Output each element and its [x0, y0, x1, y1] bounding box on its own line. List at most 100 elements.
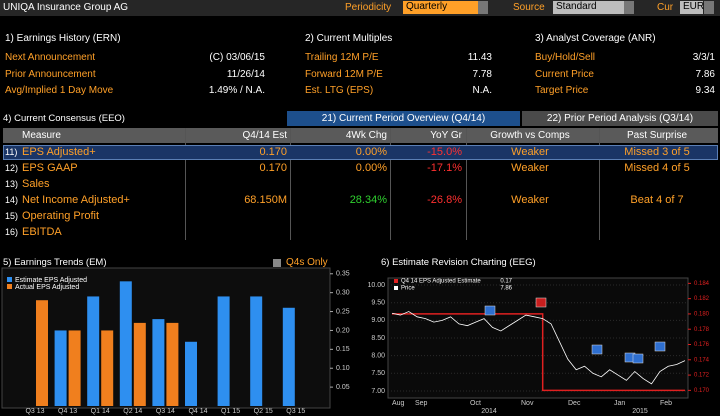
row-number: 14): [5, 195, 19, 205]
row-number: 16): [5, 227, 19, 237]
cell: -15.0%: [427, 146, 462, 158]
cell: EPS GAAP: [22, 162, 78, 174]
event-icon: [632, 353, 644, 364]
row-label: Avg/Implied 1 Day Move: [5, 85, 114, 96]
section-title: 4) Current Consensus (EEO): [3, 113, 125, 124]
y-tick-label: 10.00: [367, 282, 385, 289]
panel-title: 3) Analyst Coverage (ANR): [535, 33, 656, 44]
cell: EBITDA: [22, 226, 62, 238]
column-separator: [599, 128, 600, 240]
bar: [250, 296, 263, 406]
bar: [185, 341, 197, 406]
x-tick-label: Nov: [521, 400, 534, 407]
event-icon: [591, 344, 603, 355]
column-header: 4Wk Chg: [345, 130, 387, 141]
bar: [36, 300, 48, 406]
event-icon: [535, 297, 547, 308]
row-value: 9.34: [695, 85, 715, 96]
bar: [166, 322, 179, 406]
row-number: 13): [5, 179, 19, 189]
y2-tick-label: 0.180: [694, 312, 710, 318]
row-value: 3/3/1: [692, 52, 715, 63]
cell: Missed 4 of 5: [624, 162, 690, 174]
cell: 0.00%: [355, 162, 387, 174]
cell: Missed 3 of 5: [624, 146, 690, 158]
cell: -26.8%: [427, 194, 462, 206]
legend-label: Actual EPS Adjusted: [15, 284, 79, 291]
x-tick-label: Q3 15: [286, 408, 305, 415]
row-number: 15): [5, 211, 19, 221]
row-value: (C) 03/06/15: [209, 52, 265, 63]
y-tick-label: 0.20: [336, 327, 350, 334]
y2-tick-label: 0.172: [694, 373, 710, 379]
column-header: Measure: [22, 130, 61, 141]
x-tick-label: Q2 15: [254, 408, 273, 415]
row-number: 12): [5, 163, 19, 173]
column-header: YoY Gr: [430, 130, 462, 141]
cell: Weaker: [511, 146, 549, 158]
y-tick-label: 0.10: [336, 365, 350, 372]
y-tick-label: 0.30: [336, 290, 350, 297]
label: Periodicity: [345, 2, 392, 13]
row-label: Buy/Hold/Sell: [535, 52, 596, 63]
cell: 68.150M: [244, 194, 287, 206]
bar: [119, 281, 132, 406]
bar: [133, 322, 146, 406]
x-tick-label: Q1 15: [221, 408, 240, 415]
dropdown-arrow[interactable]: [704, 1, 714, 14]
row-value: N.A.: [472, 85, 492, 96]
x-tick-label: Q4 14: [188, 408, 207, 415]
row-value: 7.86: [695, 68, 715, 80]
tab-active[interactable]: 21) Current Period Overview (Q4/14): [287, 111, 520, 126]
legend-label: Estimate EPS Adjusted: [15, 277, 87, 284]
event-icon: [654, 341, 666, 352]
x-tick-label: Q4 13: [58, 408, 77, 415]
bar: [87, 296, 100, 406]
x-tick-label: Dec: [568, 400, 581, 407]
row-label: Forward 12M P/E: [305, 68, 383, 80]
row-value: 7.78: [472, 68, 492, 80]
row-label: Trailing 12M P/E: [305, 52, 379, 63]
y2-tick-label: 0.176: [694, 342, 710, 348]
cell: 0.170: [259, 146, 287, 158]
chart-title: 6) Estimate Revision Charting (EEG): [381, 257, 536, 268]
cell: -17.1%: [427, 162, 462, 174]
legend-label: Q4 14 EPS Adjusted Estimate: [401, 279, 481, 285]
dropdown-arrow[interactable]: [478, 1, 488, 14]
y-tick-label: 0.15: [336, 346, 350, 353]
currency-dropdown[interactable]: EUR: [680, 1, 704, 14]
legend-swatch: [394, 286, 398, 290]
cell: EPS Adjusted+: [22, 146, 96, 158]
cell: 0.00%: [355, 146, 387, 158]
column-header: Growth vs Comps: [490, 130, 570, 141]
y2-tick-label: 0.178: [694, 327, 710, 333]
bar: [217, 296, 230, 406]
column-separator: [390, 128, 391, 240]
y-tick-label: 9.50: [371, 300, 385, 307]
dropdown-arrow[interactable]: [624, 1, 634, 14]
legend-label: Price: [401, 286, 415, 292]
security-title: UNIQA Insurance Group AG: [3, 2, 129, 13]
y-tick-label: 7.50: [371, 370, 385, 377]
legend-value: 7.86: [500, 286, 512, 292]
x-tick-label: Oct: [470, 400, 481, 407]
x-tick-label: Q3 14: [156, 408, 175, 415]
tab[interactable]: 22) Prior Period Analysis (Q3/14): [522, 111, 718, 126]
label: Source: [513, 2, 545, 13]
x-tick-label: Feb: [660, 400, 672, 407]
row-label: Est. LTG (EPS): [305, 85, 374, 96]
row-label: Current Price: [535, 68, 594, 80]
source-dropdown[interactable]: Standard: [553, 1, 624, 14]
cell: 28.34%: [349, 194, 387, 206]
label: Cur: [657, 2, 674, 13]
toggle-label: Q4s Only: [286, 257, 328, 268]
x-tick-label: Q2 14: [123, 408, 142, 415]
y-tick-label: 8.50: [371, 335, 385, 342]
line-series: [392, 313, 685, 392]
panel-title: 1) Earnings History (ERN): [5, 33, 121, 44]
periodicity-dropdown[interactable]: Quarterly: [403, 1, 480, 14]
legend-swatch: [7, 277, 12, 282]
x-tick-label: Q3 13: [25, 408, 44, 415]
panel-title: 2) Current Multiples: [305, 33, 393, 44]
